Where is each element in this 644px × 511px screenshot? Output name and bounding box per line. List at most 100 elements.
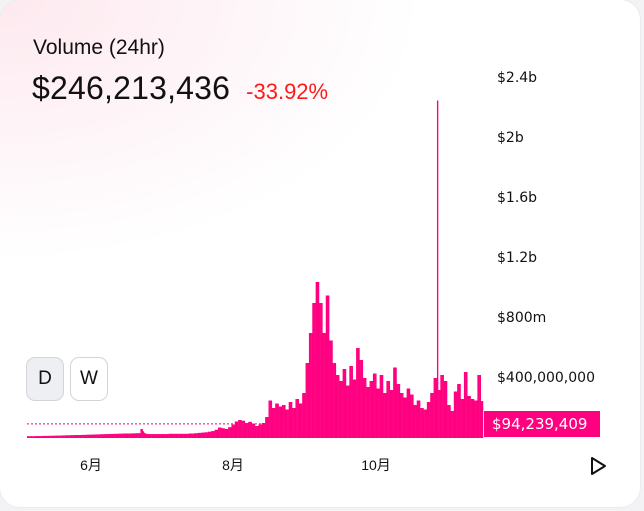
- volume-bar: [184, 433, 186, 438]
- volume-bar: [75, 435, 77, 438]
- volume-bar: [93, 434, 95, 438]
- volume-bar: [317, 282, 320, 438]
- volume-bar: [80, 435, 83, 438]
- volume-bar: [247, 423, 249, 438]
- volume-bar: [322, 333, 324, 438]
- volume-bar: [105, 434, 107, 438]
- volume-bar: [192, 433, 194, 438]
- volume-bar: [234, 421, 237, 438]
- daily-toggle-button[interactable]: D: [26, 357, 64, 401]
- volume-bar: [448, 405, 450, 438]
- volume-bar: [272, 408, 275, 438]
- volume-bar: [79, 435, 82, 438]
- volume-bar: [361, 360, 364, 438]
- volume-bar: [150, 434, 152, 438]
- volume-bar: [316, 282, 319, 438]
- weekly-toggle-button[interactable]: W: [70, 357, 108, 401]
- volume-bar: [194, 433, 196, 438]
- volume-bar: [363, 378, 366, 438]
- volume-bar: [267, 417, 269, 438]
- volume-bar: [144, 433, 147, 438]
- volume-bar: [383, 393, 385, 438]
- volume-bar: [204, 432, 206, 438]
- volume-bar: [66, 435, 68, 438]
- volume-bar: [308, 333, 311, 438]
- volume-bar: [424, 409, 426, 438]
- volume-bar: [60, 435, 63, 438]
- volume-bar: [421, 408, 423, 438]
- volume-bar: [146, 433, 148, 438]
- volume-bar: [180, 433, 183, 438]
- volume-bar: [299, 403, 302, 438]
- volume-bar: [125, 433, 128, 438]
- volume-bar: [183, 433, 185, 438]
- volume-bar: [100, 434, 102, 438]
- volume-bar: [195, 433, 197, 438]
- volume-bar: [466, 372, 468, 438]
- volume-bar: [97, 434, 100, 438]
- y-tick-label-3: $1.2b: [497, 250, 538, 266]
- current-value-badge: $94,239,409: [484, 410, 600, 437]
- volume-bar: [410, 394, 412, 438]
- volume-bar: [406, 388, 408, 438]
- volume-bar: [429, 402, 431, 438]
- volume-bar: [330, 340, 332, 438]
- volume-bar: [418, 400, 421, 438]
- volume-bar: [76, 435, 78, 438]
- volume-bar: [293, 408, 295, 438]
- play-icon[interactable]: [588, 456, 608, 476]
- volume-bar: [408, 388, 411, 438]
- volume-bar: [394, 367, 396, 438]
- volume-bar: [221, 428, 223, 438]
- volume-bar: [102, 434, 104, 438]
- volume-bar: [95, 434, 97, 438]
- volume-bar: [44, 435, 47, 438]
- volume-bar: [57, 435, 59, 438]
- volume-bar: [46, 435, 48, 438]
- volume-bar: [190, 433, 193, 438]
- volume-bar: [92, 434, 94, 438]
- y-tick-label-2: $1.6b: [497, 190, 538, 206]
- volume-bar: [67, 435, 69, 438]
- volume-bar: [443, 381, 446, 438]
- volume-bar: [323, 333, 325, 438]
- volume-bar: [225, 429, 228, 438]
- volume-bar: [123, 433, 125, 438]
- volume-bar: [425, 409, 428, 438]
- volume-bar: [108, 433, 111, 438]
- volume-bar: [433, 378, 435, 438]
- volume-bar: [392, 390, 394, 438]
- volume-bar: [216, 429, 219, 438]
- volume-bar: [159, 434, 161, 438]
- volume-bar: [215, 429, 218, 438]
- volume-bar: [444, 381, 447, 438]
- volume-bar: [451, 411, 453, 438]
- volume-value: $246,213,436: [32, 70, 231, 106]
- volume-bar: [478, 375, 480, 438]
- x-tick-label-1: 8月: [222, 457, 244, 473]
- volume-bar: [376, 388, 378, 438]
- volume-bar: [477, 375, 479, 438]
- volume-bar: [345, 385, 348, 438]
- volume-bar: [333, 363, 335, 438]
- volume-bar: [156, 434, 158, 438]
- volume-bar: [472, 399, 475, 438]
- volume-bar: [173, 433, 175, 438]
- volume-bar: [397, 384, 400, 438]
- volume-bar: [351, 366, 353, 438]
- volume-bar: [438, 390, 440, 438]
- volume-bar: [358, 348, 360, 438]
- volume-bar: [412, 394, 414, 438]
- volume-bar: [249, 421, 251, 438]
- volume-bar: [387, 381, 389, 438]
- volume-bar: [70, 435, 73, 438]
- volume-bar: [116, 433, 119, 438]
- volume-bar: [179, 433, 182, 438]
- volume-bar: [188, 433, 191, 438]
- volume-bar: [480, 401, 483, 438]
- volume-bar: [170, 433, 173, 438]
- volume-bar: [292, 408, 294, 438]
- volume-bar: [430, 393, 432, 438]
- volume-bar: [113, 433, 115, 438]
